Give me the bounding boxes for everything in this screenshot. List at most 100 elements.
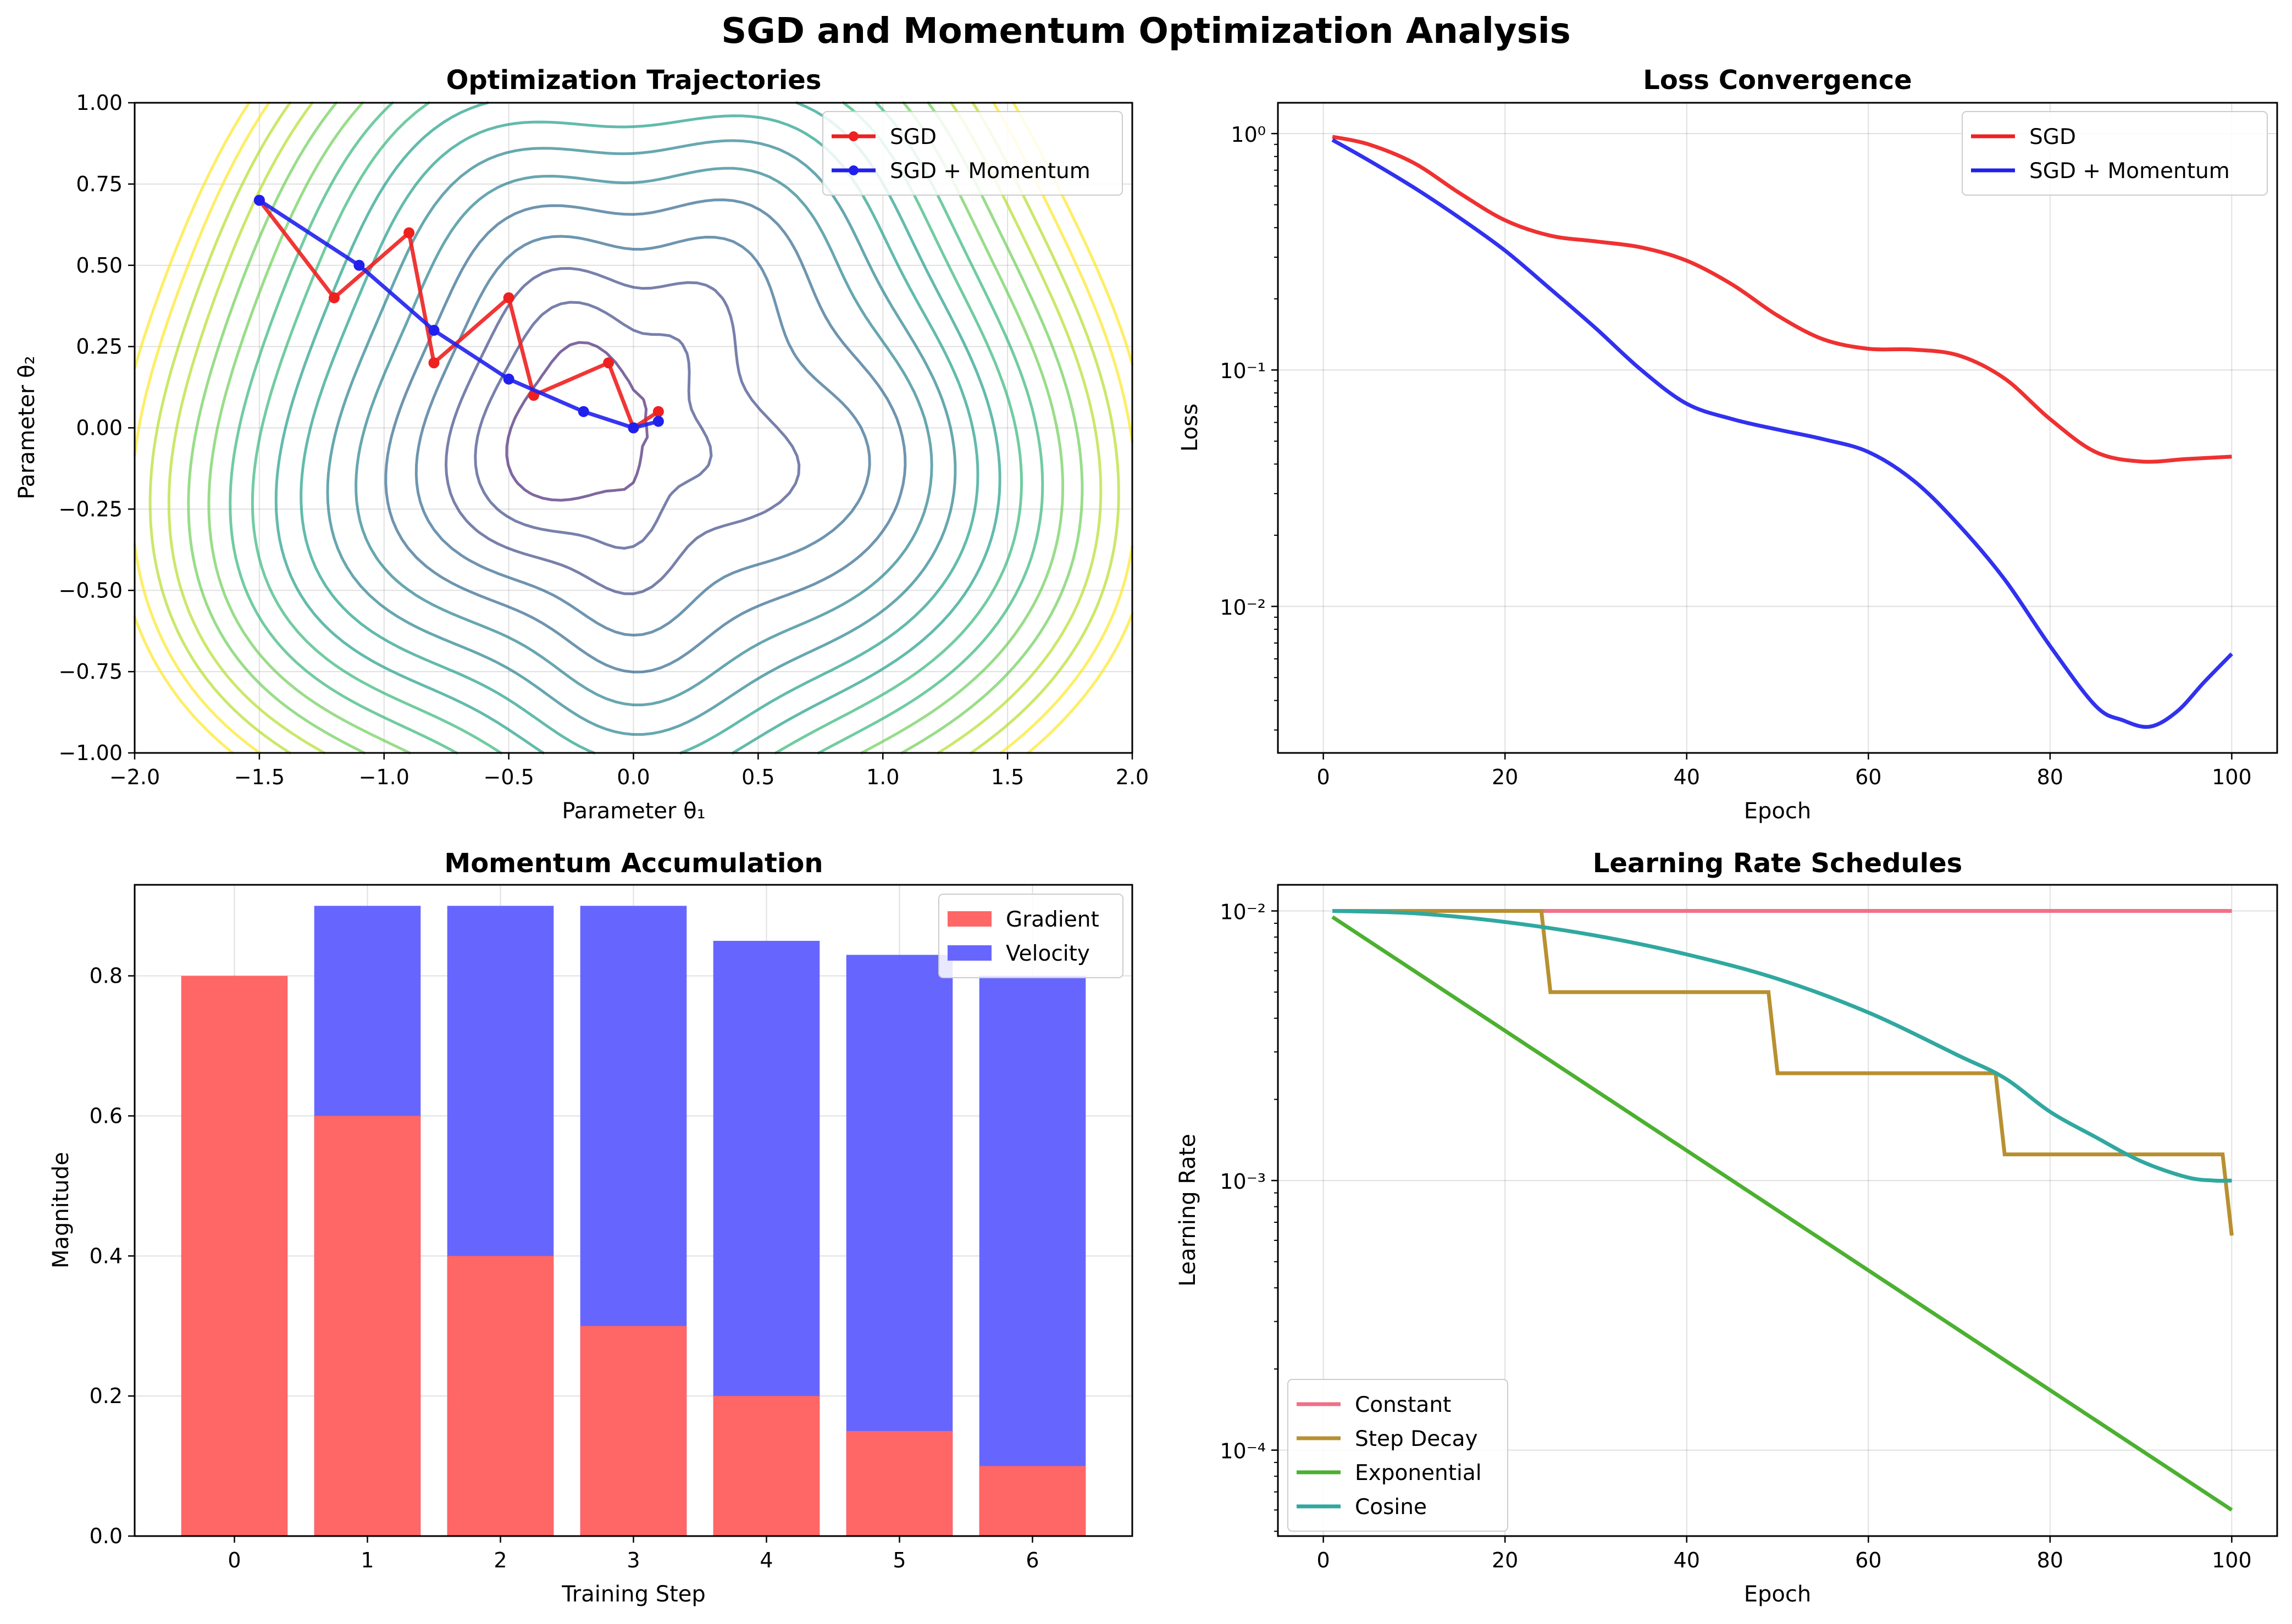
bar-gradient	[580, 1326, 687, 1536]
y-tick-label: 10⁻²	[1220, 595, 1266, 619]
x-axis-label: Epoch	[1744, 799, 1811, 824]
legend: Gradient Velocity	[938, 894, 1123, 978]
y-tick-label: 0.4	[90, 1244, 123, 1268]
series-line	[1331, 138, 2233, 729]
y-tick-label: −0.50	[59, 578, 123, 602]
x-tick-label: 80	[2037, 1548, 2063, 1572]
contour-line	[505, 341, 649, 502]
x-axis-label: Parameter θ₁	[562, 799, 705, 824]
y-tick-label: 0.8	[90, 964, 123, 988]
contour-line	[384, 198, 907, 674]
y-axis-label: Loss	[1177, 403, 1203, 452]
y-tick-label: −1.00	[59, 741, 123, 765]
legend-label: SGD + Momentum	[890, 159, 1090, 184]
contour-line	[148, 101, 1120, 755]
plot-marks	[181, 906, 1086, 1536]
data-point	[503, 373, 514, 385]
legend: SGD SGD + Momentum	[1962, 111, 2268, 196]
contour-line	[274, 101, 1001, 755]
y-tick-label: 10⁻⁴	[1220, 1439, 1266, 1464]
axes-frame	[1277, 884, 2278, 1537]
plot-marks	[1331, 135, 2233, 729]
data-point	[353, 259, 365, 271]
data-point	[253, 195, 265, 206]
y-tick-label: −0.75	[59, 659, 123, 684]
legend-label: Velocity	[1006, 941, 1090, 966]
legend: SGD SGD + Momentum	[822, 111, 1123, 196]
y-tick-label: 0.0	[90, 1524, 123, 1548]
y-tick-label: −0.25	[59, 497, 123, 521]
y-tick-label: 0.25	[76, 335, 123, 359]
x-tick-label: −1.5	[234, 765, 285, 789]
series-line	[1331, 915, 2233, 1512]
contour-line	[355, 167, 933, 707]
x-tick-label: −1.0	[359, 765, 409, 789]
contour-line	[326, 139, 957, 736]
contour-line	[445, 267, 801, 595]
bar-gradient	[979, 1466, 1086, 1536]
x-tick-label: 4	[760, 1548, 773, 1572]
legend-label: SGD	[890, 125, 937, 149]
x-tick-label: 0	[228, 1548, 241, 1572]
legend-swatch	[948, 945, 992, 961]
contour-line	[251, 101, 1023, 755]
y-tick-label: 10⁻²	[1220, 900, 1266, 924]
panel-title: Learning Rate Schedules	[1593, 848, 1963, 879]
x-tick-label: 0.5	[741, 765, 774, 789]
data-point	[628, 422, 639, 434]
data-point	[503, 292, 514, 303]
panel-optimization-trajectories: Optimization Trajectories −2.0 −1.5 −1.0 −0…	[14, 65, 1149, 824]
plot-marks	[253, 195, 664, 434]
bar-gradient	[447, 1256, 554, 1536]
legend-label: Gradient	[1006, 907, 1099, 932]
legend-marker	[849, 131, 859, 141]
y-tick-label: 0.00	[76, 416, 123, 440]
data-point	[428, 325, 440, 336]
data-point	[578, 406, 589, 417]
x-tick-label: 40	[1674, 765, 1700, 789]
x-tick-label: 1.5	[991, 765, 1024, 789]
legend-swatch	[948, 911, 992, 927]
axes-frame	[1277, 102, 2278, 754]
contour-line	[207, 101, 1065, 755]
legend-label: Constant	[1355, 1393, 1451, 1417]
series-line	[1332, 909, 2232, 1183]
x-tick-label: 60	[1855, 765, 1881, 789]
series-line	[1332, 135, 2232, 464]
axis-ticks: −2.0 −1.5 −1.0 −0.5 0.0 0.5 1.0 1.5 2.0 −1.00 −0.7…	[59, 91, 1149, 789]
data-point	[603, 357, 614, 369]
x-tick-label: 2	[494, 1548, 507, 1572]
data-point	[329, 292, 340, 303]
data-point	[652, 406, 664, 417]
x-tick-label: 40	[1674, 1548, 1700, 1572]
legend-label: Exponential	[1355, 1461, 1482, 1486]
contour-line	[300, 114, 979, 755]
x-tick-label: 20	[1492, 1548, 1518, 1572]
y-tick-label: 0.2	[90, 1384, 123, 1408]
figure-title: SGD and Momentum Optimization Analysis	[721, 11, 1571, 52]
x-tick-label: 100	[2212, 765, 2252, 789]
legend-marker	[849, 165, 859, 175]
x-axis-label: Epoch	[1744, 1582, 1811, 1607]
x-tick-label: 2.0	[1116, 765, 1149, 789]
axis-ticks: 0 1 2 3 4 5 6 0.0 0.2 0.4 0.6 0.8	[90, 964, 1039, 1572]
panel-title: Optimization Trajectories	[446, 65, 822, 96]
legend-label: SGD + Momentum	[2029, 159, 2230, 184]
contour-line	[474, 301, 713, 550]
legend-label: SGD	[2029, 125, 2076, 149]
legend: Constant Step Decay Exponential Cosine	[1287, 1379, 1508, 1532]
bar-velocity	[979, 975, 1086, 1536]
x-tick-label: 5	[893, 1548, 906, 1572]
panel-momentum-accumulation: Momentum Accumulation 0 1 2 3 4 5 6 0.0 0.2 0.4 0.…	[48, 848, 1133, 1607]
y-tick-label: 1.00	[76, 91, 123, 115]
y-tick-label: 10⁻³	[1220, 1169, 1266, 1194]
data-point	[403, 227, 415, 239]
x-tick-label: 1	[361, 1548, 374, 1572]
legend-frame	[1962, 111, 2268, 196]
x-axis-label: Training Step	[561, 1582, 706, 1607]
x-tick-label: −0.5	[483, 765, 534, 789]
y-tick-label: 0.6	[90, 1104, 123, 1128]
bar-gradient	[846, 1431, 953, 1536]
panel-title: Loss Convergence	[1643, 65, 1912, 96]
x-tick-label: 3	[627, 1548, 640, 1572]
